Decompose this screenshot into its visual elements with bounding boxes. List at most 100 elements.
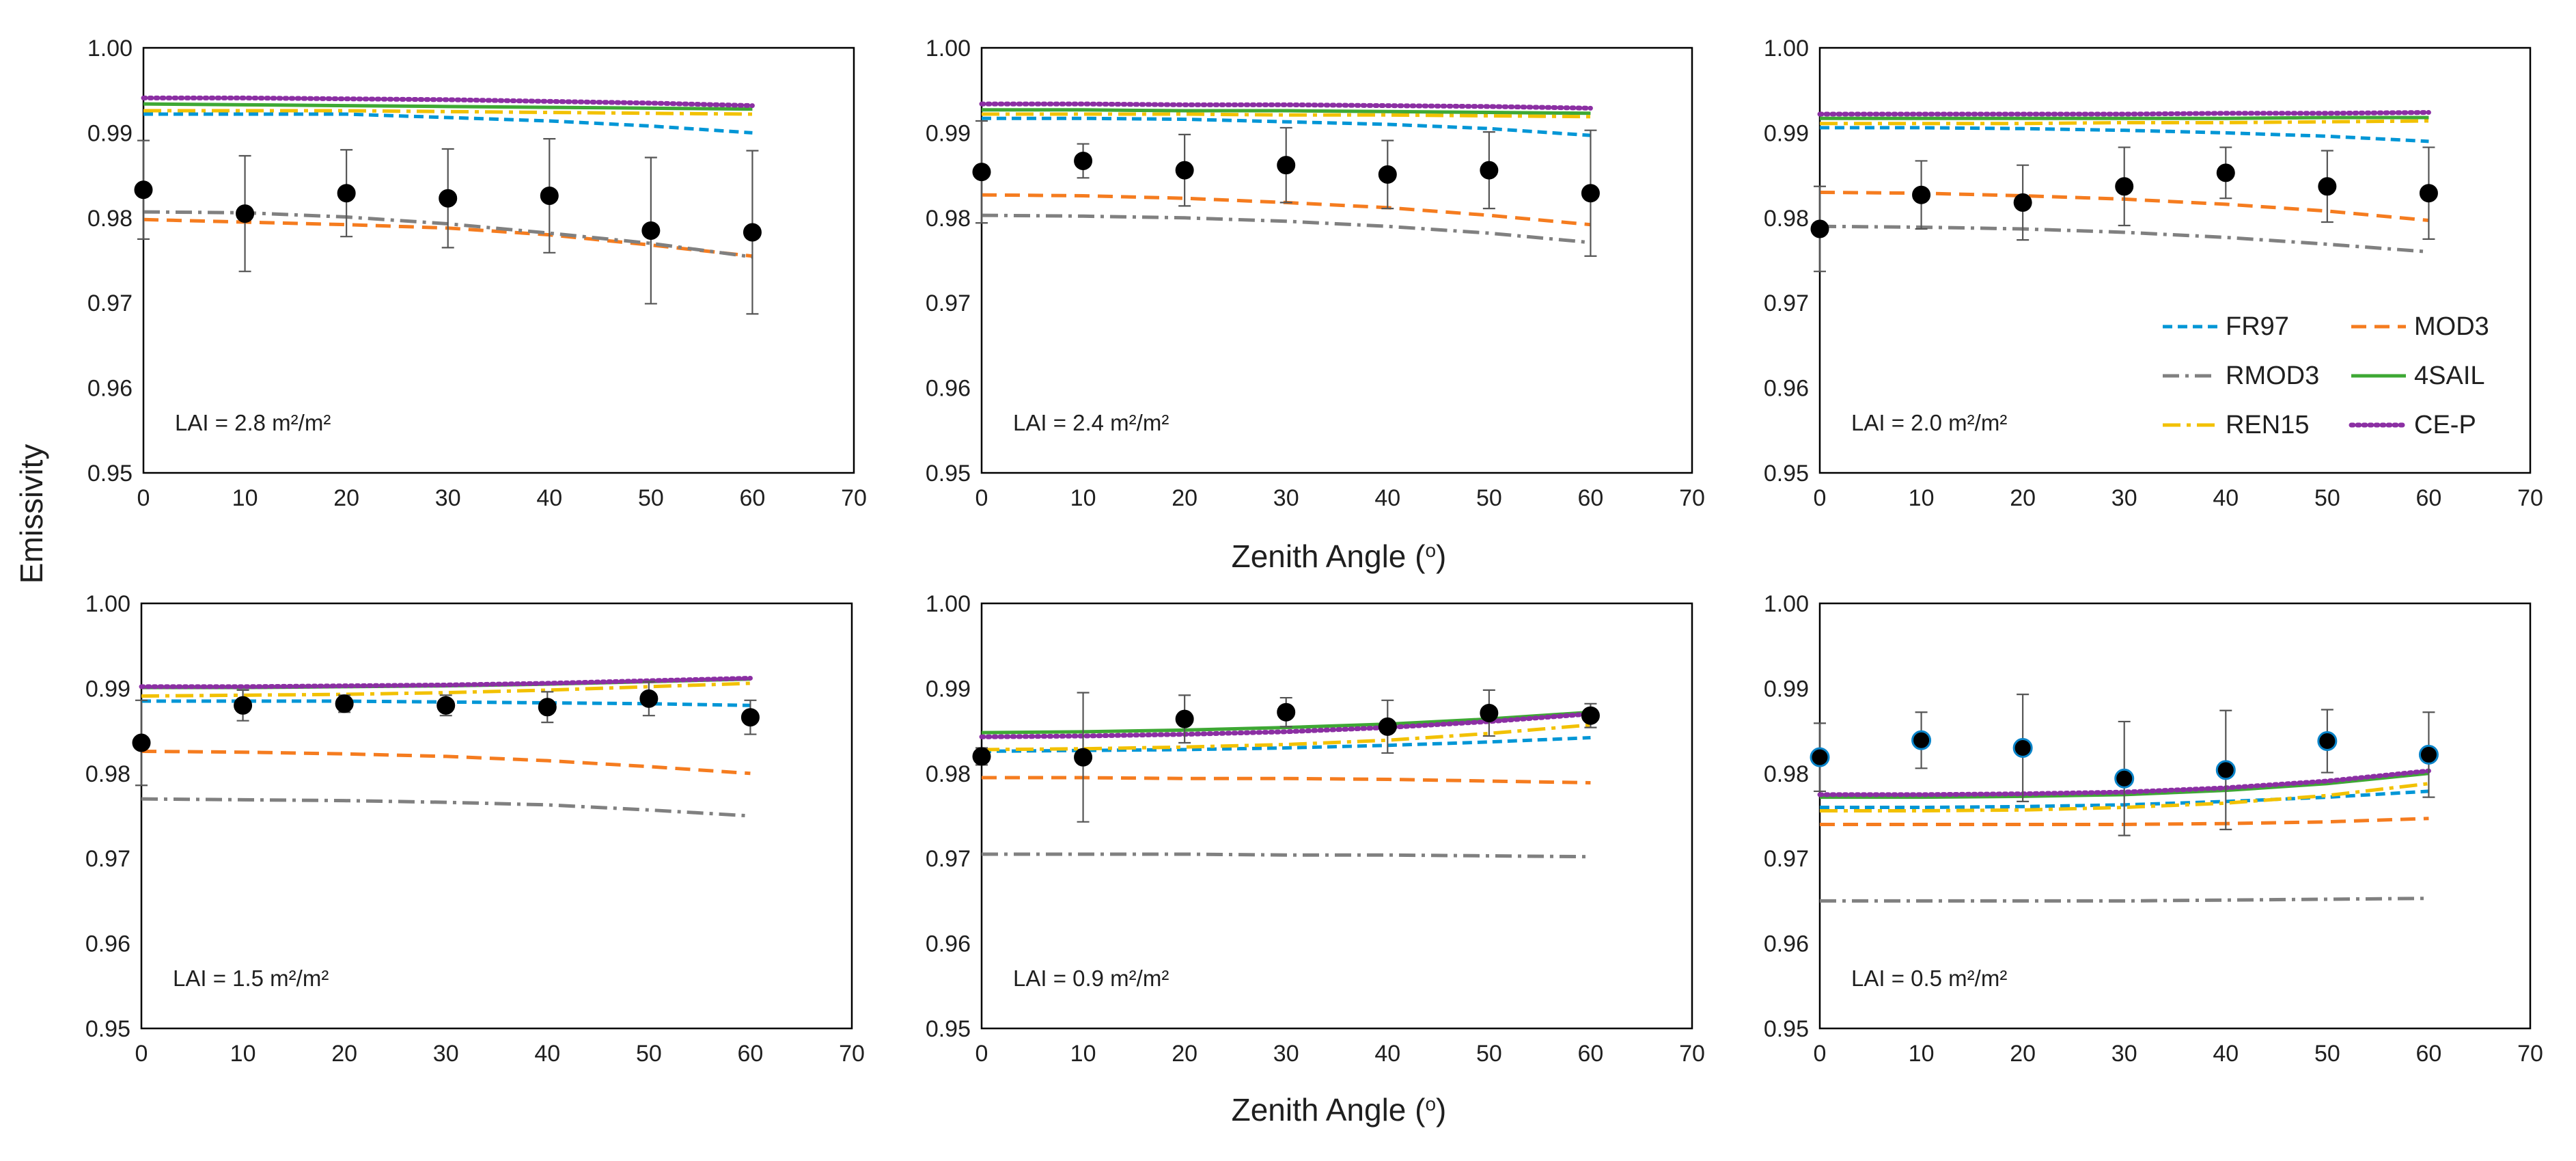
x-tick-label: 30 [435, 485, 461, 511]
x-tick-label: 0 [1814, 1041, 1827, 1067]
measured-point [337, 184, 356, 203]
y-tick-label: 0.95 [1764, 1016, 1809, 1042]
y-tick-label: 0.99 [1764, 120, 1809, 146]
measured-point [639, 689, 659, 708]
x-axis-title-top-degree: o [1425, 540, 1436, 561]
legend-label-ren15: REN15 [2226, 411, 2310, 439]
x-tick-label: 40 [534, 1041, 560, 1067]
series-line-rmod3 [1820, 897, 2429, 903]
legend-label-ce-p: CE-P [2414, 411, 2476, 439]
x-tick-label: 50 [1476, 485, 1502, 511]
measured-point [2013, 193, 2032, 212]
x-tick-label: 0 [1814, 485, 1827, 511]
x-axis-title-top-close: ) [1436, 538, 1446, 574]
measured-point [1911, 730, 1932, 750]
y-axis-title: Emissivity [14, 444, 49, 584]
y-tick-label: 0.98 [926, 761, 971, 787]
x-tick-label: 40 [1374, 1041, 1400, 1067]
y-tick-label: 0.97 [1764, 846, 1809, 872]
x-tick-label: 20 [1172, 1041, 1197, 1067]
measured-point [2318, 177, 2337, 196]
series-line-ce-p [979, 101, 1593, 111]
lai-annotation: LAI = 0.9 m²/m² [1013, 966, 1169, 991]
y-tick-label: 0.97 [1764, 290, 1809, 316]
x-tick-label: 70 [839, 1041, 865, 1067]
measured-point [1480, 703, 1499, 722]
y-tick-label: 0.98 [1764, 206, 1809, 232]
y-tick-label: 0.95 [1764, 461, 1809, 487]
y-tick-label: 0.96 [1764, 931, 1809, 957]
measured-point [1378, 165, 1397, 184]
x-tick-label: 10 [1909, 1041, 1935, 1067]
series-line-4sail [982, 108, 1591, 115]
measured-point [641, 221, 661, 240]
x-tick-label: 0 [137, 485, 150, 511]
measured-point [972, 163, 991, 182]
x-tick-label: 40 [536, 485, 562, 511]
series-line-4sail [143, 102, 753, 111]
x-tick-label: 0 [975, 1041, 988, 1067]
x-axis-title-bottom-degree: o [1425, 1093, 1436, 1115]
x-tick-label: 20 [2010, 1041, 2036, 1067]
measured-point [132, 733, 151, 752]
measured-point [1480, 161, 1499, 180]
legend-label-fr97: FR97 [2226, 312, 2289, 341]
y-tick-label: 0.99 [85, 676, 130, 702]
x-tick-label: 50 [1476, 1041, 1502, 1067]
series-line-ce-p [139, 675, 753, 689]
measured-point [538, 698, 557, 717]
measured-point [1581, 706, 1600, 725]
measured-point [1912, 185, 1931, 204]
y-tick-label: 1.00 [1764, 36, 1809, 62]
series-line-mod3 [141, 749, 751, 776]
x-axis-title-bottom-text: Zenith Angle ( [1232, 1092, 1426, 1128]
y-tick-label: 0.95 [87, 461, 133, 487]
plot-frame [1818, 602, 2532, 1030]
chart-panel-1: 0.95 0.96 0.97 0.98 0.99 1.00 0 10 20 30 40 50 60 70 L… [87, 36, 867, 511]
x-tick-label: 50 [2314, 1041, 2340, 1067]
x-tick-label: 10 [232, 485, 258, 511]
measured-point [2114, 768, 2135, 789]
legend-label-4sail: 4SAIL [2414, 361, 2485, 390]
y-tick-label: 1.00 [87, 36, 133, 62]
x-tick-label: 30 [1273, 1041, 1299, 1067]
y-tick-label: 1.00 [926, 591, 971, 617]
measured-point [743, 223, 762, 242]
lai-annotation: LAI = 2.4 m²/m² [1013, 410, 1169, 435]
legend-label-mod3: MOD3 [2414, 312, 2489, 341]
x-tick-label: 30 [2111, 1041, 2137, 1067]
y-tick-label: 0.96 [926, 931, 971, 957]
x-tick-label: 10 [1070, 485, 1096, 511]
x-tick-label: 60 [2416, 485, 2442, 511]
x-tick-label: 60 [1578, 1041, 1604, 1067]
y-tick-label: 0.95 [926, 1016, 971, 1042]
y-tick-label: 0.96 [85, 931, 130, 957]
x-axis-title-bottom: Zenith Angle (o) [1232, 1092, 1447, 1128]
measured-point [2418, 744, 2439, 765]
y-tick-label: 0.96 [926, 376, 971, 402]
panels: 0.95 0.96 0.97 0.98 0.99 1.00 0 10 20 30 40 50 60 70 L… [85, 36, 2543, 1067]
y-tick-label: 1.00 [1764, 591, 1809, 617]
x-tick-label: 20 [331, 1041, 357, 1067]
measured-point [1074, 748, 1093, 767]
x-tick-label: 30 [433, 1041, 459, 1067]
measured-point [1581, 184, 1600, 203]
measured-point [740, 708, 760, 727]
x-tick-label: 60 [1578, 485, 1604, 511]
measured-point [2215, 760, 2236, 780]
measured-point [2115, 177, 2134, 196]
measured-point [1810, 219, 1829, 238]
x-tick-label: 10 [1070, 1041, 1096, 1067]
y-tick-label: 0.99 [1764, 676, 1809, 702]
y-tick-label: 1.00 [85, 591, 130, 617]
y-tick-label: 0.96 [1764, 376, 1809, 402]
measured-point [439, 189, 458, 208]
lai-annotation: LAI = 1.5 m²/m² [173, 966, 329, 991]
y-tick-label: 0.97 [85, 846, 130, 872]
measured-point [335, 694, 354, 713]
x-tick-label: 50 [636, 1041, 662, 1067]
x-tick-label: 20 [333, 485, 359, 511]
y-tick-label: 0.96 [87, 376, 133, 402]
x-tick-label: 70 [2517, 485, 2543, 511]
chart-panel-6: 0.95 0.96 0.97 0.98 0.99 1.00 0 10 20 30 40 50 60 70 L… [1764, 591, 2543, 1067]
